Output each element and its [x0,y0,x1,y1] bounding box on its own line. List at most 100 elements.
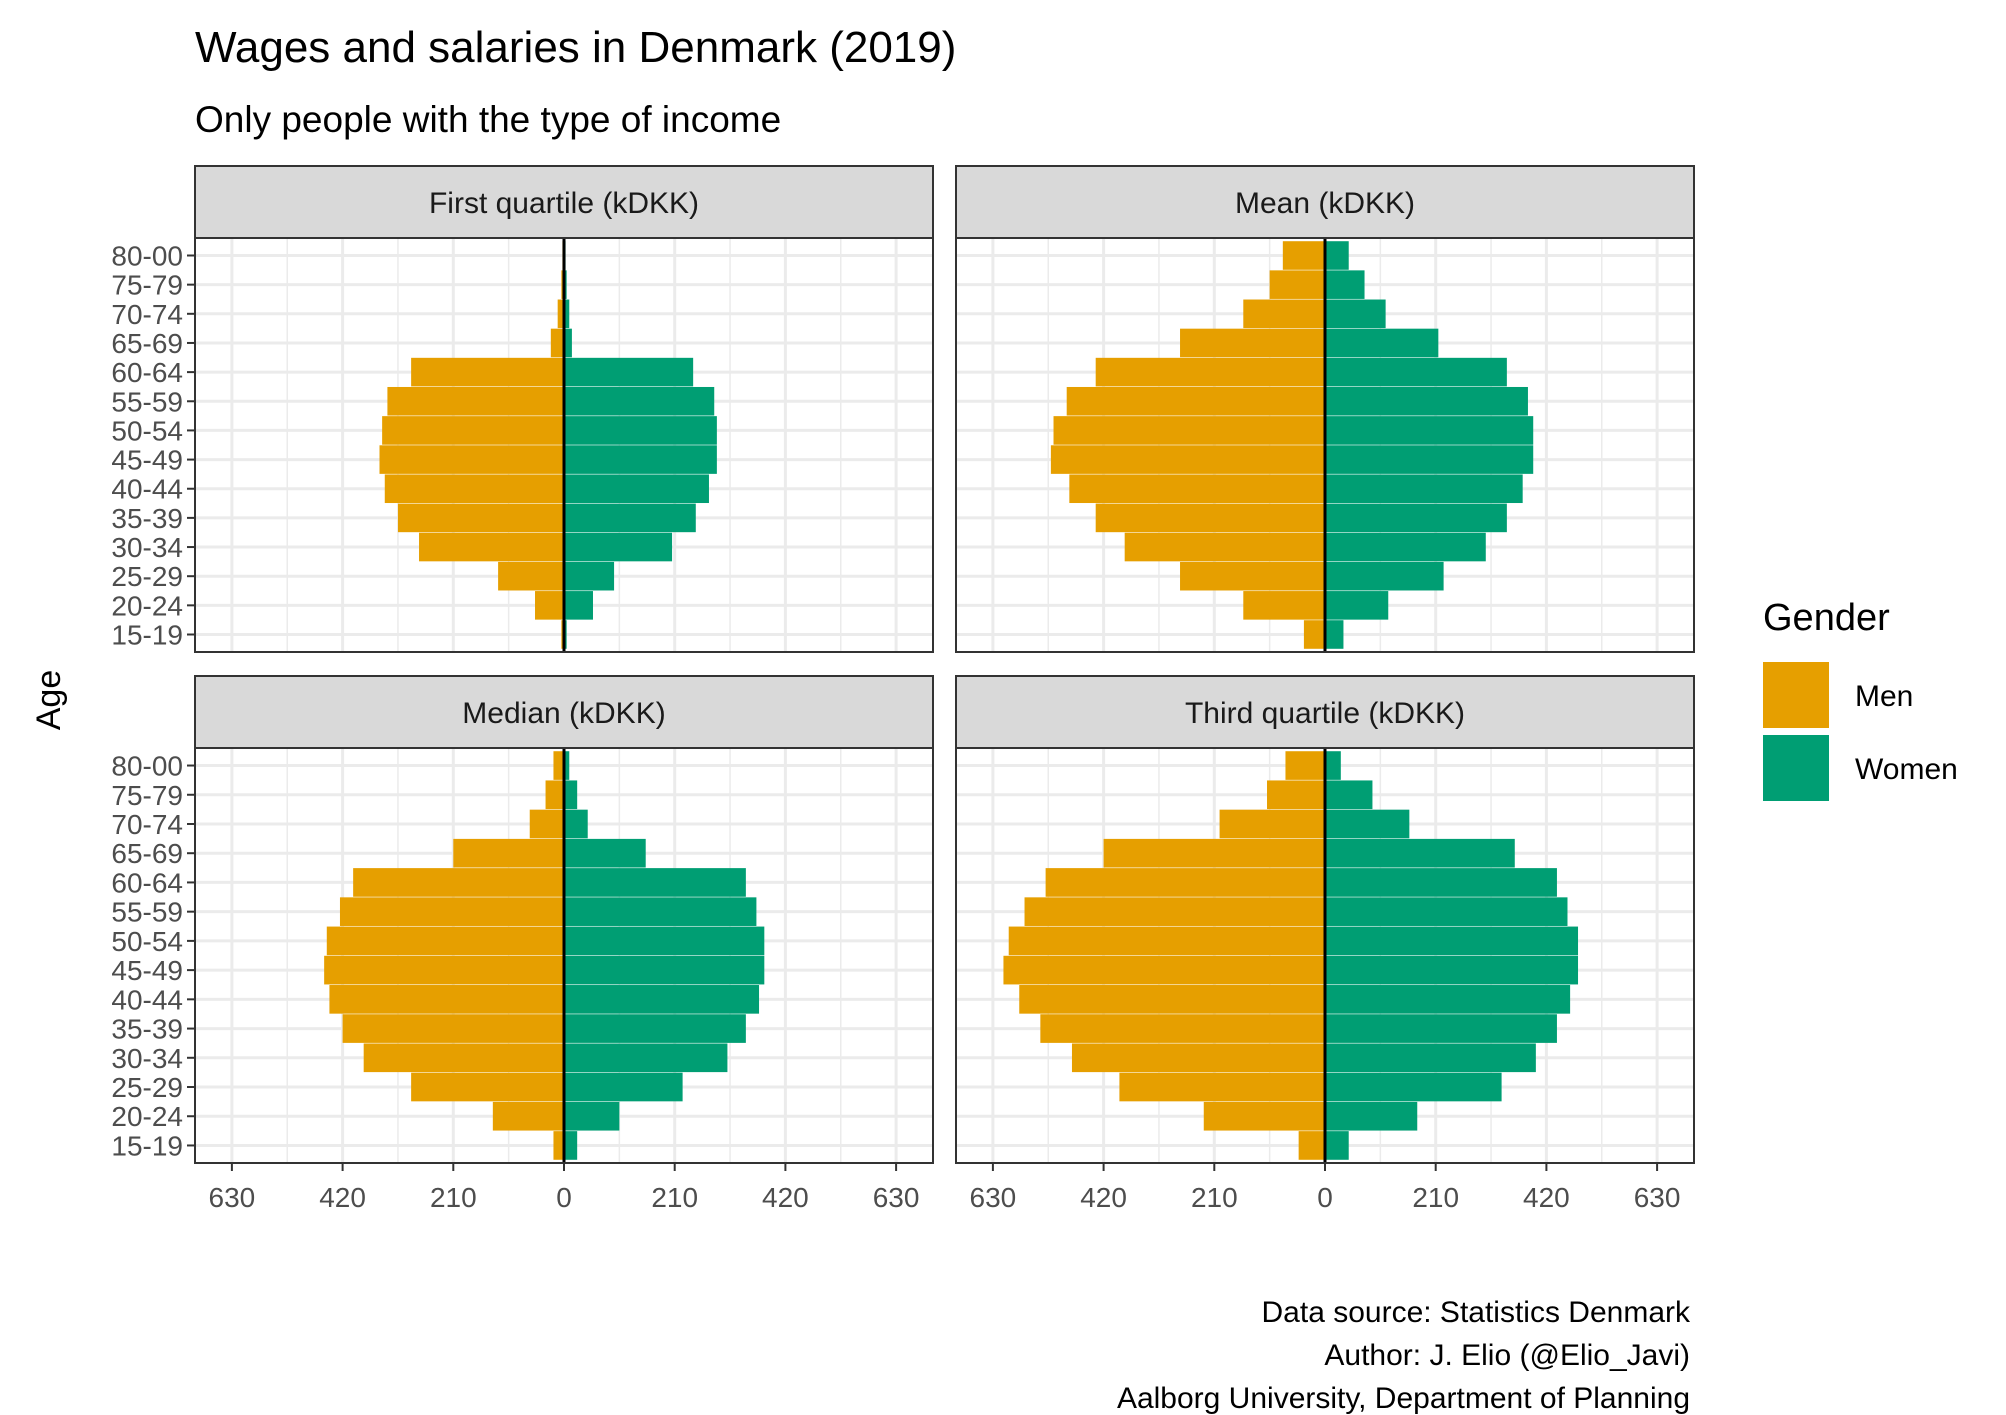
bar-men [326,926,564,956]
y-tick-label: 15-19 [111,1130,183,1161]
caption-source: Data source: Statistics Denmark [1262,1296,1691,1329]
bar-women [564,591,593,620]
bar-men [545,780,564,810]
bar-women [1325,445,1534,474]
chart-subtitle: Only people with the type of income [195,99,781,140]
bar-women [564,1072,683,1102]
bar-women [564,751,570,780]
facet-strip-label: Third quartile (kDKK) [1185,697,1465,730]
facet-panel: Third quartile (kDKK) 630 420 210 0 210 420 630 [955,675,1695,1213]
facet-strip [955,675,1695,749]
x-tick-label: 630 [1634,1182,1681,1213]
bar-men [1066,386,1325,416]
y-tick-label: 40-44 [111,474,183,505]
bar-men [1008,926,1325,956]
bar-women [564,1043,728,1073]
y-tick-label: 35-39 [111,1014,183,1045]
bar-men [329,985,564,1014]
bar-women [1325,503,1507,533]
y-tick-label: 50-54 [111,415,183,446]
bar-women [1325,474,1523,504]
bar-men [492,1101,564,1131]
bar-men [411,357,564,387]
bar-women [564,532,673,562]
bar-men [1180,561,1325,591]
y-tick-label: 60-64 [111,867,183,898]
y-tick-label: 75-79 [111,780,183,811]
legend-label-men: Men [1855,680,1913,713]
panel-border [955,237,1695,653]
bar-men [1019,985,1325,1014]
bar-women [1325,561,1444,591]
x-tick-label: 630 [970,1182,1017,1213]
bar-men [535,591,564,620]
y-tick-label: 45-49 [111,445,183,476]
facet-panels: First quartile (kDKK)15-1920-2425-2930-3… [111,165,1695,1213]
y-tick-label: 75-79 [111,270,183,301]
caption: Data source: Statistics Denmark Author: … [1117,1296,1691,1415]
y-tick-label: 80-00 [111,240,183,271]
bar-women [1325,1043,1536,1073]
bar-men [1053,416,1325,445]
y-tick-label: 15-19 [111,620,183,651]
bar-women [564,955,765,985]
facet-panel: Mean (kDKK) [955,165,1695,653]
y-tick-label: 25-29 [111,561,183,592]
facet-strip-label: First quartile (kDKK) [429,187,699,220]
chart-title: Wages and salaries in Denmark (2019) [195,23,956,72]
caption-author: Author: J. Elio (@Elio_Javi) [1324,1339,1690,1372]
bar-women [564,1101,620,1131]
bar-women [564,416,717,445]
bar-men [498,561,564,591]
y-tick-label: 30-34 [111,532,183,563]
legend-key-men [1763,662,1829,728]
bar-men [339,897,564,926]
x-tick-label: 420 [1080,1182,1127,1213]
x-tick-label: 630 [209,1182,256,1213]
bar-men [1103,838,1325,868]
bar-women [564,897,757,926]
facet-strip-label: Median (kDKK) [462,697,665,730]
bar-women [1325,985,1571,1014]
x-tick-label: 210 [651,1182,698,1213]
bar-men [379,445,564,474]
y-tick-label: 55-59 [111,386,183,417]
bar-men [557,299,564,329]
bar-men [363,1043,564,1073]
legend-title: Gender [1763,597,1890,639]
bar-men [1050,445,1325,474]
y-tick-label: 35-39 [111,503,183,534]
bar-men [1119,1072,1325,1102]
bar-women [564,1014,746,1043]
bar-women [564,357,694,387]
bar-men [419,532,564,562]
facet-strip [194,165,934,239]
y-tick-label: 20-24 [111,590,183,621]
caption-affiliation: Aalborg University, Department of Planni… [1117,1382,1690,1415]
bar-men [529,809,564,839]
bar-women [564,445,717,474]
x-tick-label: 0 [1317,1182,1333,1213]
bar-men [1024,897,1325,926]
bar-men [324,955,564,985]
bar-women [1325,591,1389,620]
bar-women [1325,780,1373,810]
bar-men [550,328,564,358]
bar-women [1325,1014,1557,1043]
y-tick-label: 70-74 [111,299,183,330]
bar-women [1325,838,1515,868]
facet-panel: Median (kDKK) 15-1920-2425-2930-3435-3940… [111,675,934,1213]
x-tick-label: 0 [556,1182,572,1213]
bar-men [1285,751,1325,780]
bar-men [1243,299,1325,329]
bar-women [1325,751,1341,780]
bar-women [1325,809,1410,839]
bar-men [1069,474,1325,504]
x-tick-label: 210 [430,1182,477,1213]
bar-men [1298,1131,1325,1160]
bar-women [1325,386,1528,416]
bar-women [1325,897,1568,926]
bar-women [1325,299,1386,329]
bar-women [1325,270,1365,299]
